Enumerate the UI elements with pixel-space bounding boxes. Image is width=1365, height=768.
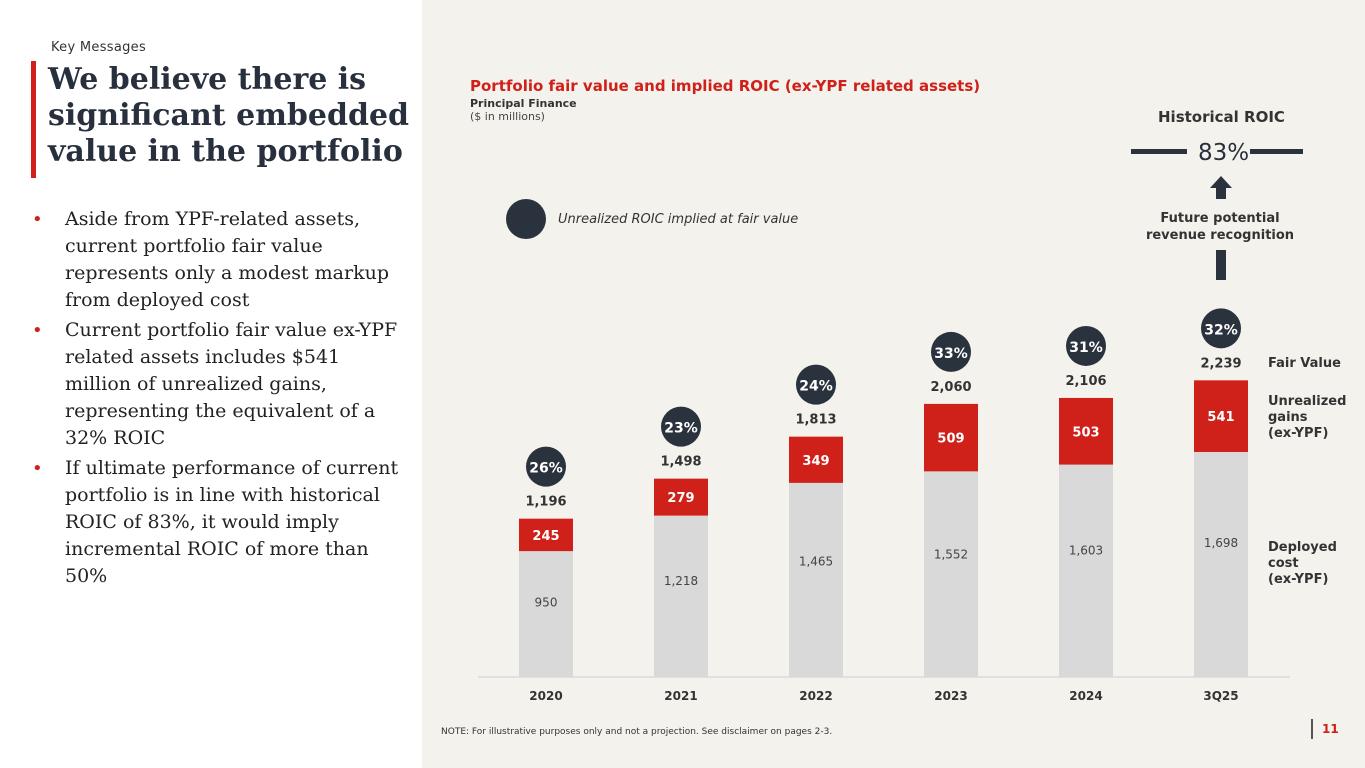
roic-circle — [796, 364, 836, 405]
chart-subtitle: Principal Finance — [470, 97, 577, 110]
bar-deployed-cost — [924, 471, 978, 677]
x-tick-label: 2024 — [1069, 689, 1102, 703]
bar-deployed-cost — [519, 551, 573, 677]
footnote: NOTE: For illustrative purposes only and… — [441, 727, 833, 737]
unrealized-gains-data-label: 509 — [937, 432, 964, 447]
bar-unrealized-gains — [789, 436, 843, 483]
bullet-marker: • — [32, 209, 43, 230]
fair-value-total-label: 1,813 — [795, 413, 836, 428]
page-number: 11 — [1322, 722, 1339, 736]
future-label-line: Future potential — [1160, 211, 1280, 226]
deployed-cost-data-label: 950 — [535, 595, 558, 609]
bullet-marker: • — [32, 458, 43, 479]
deployed-cost-data-label: 1,603 — [1069, 544, 1103, 558]
section-label: Key Messages — [51, 40, 147, 55]
page-number-divider — [1311, 719, 1313, 739]
bullet-item: • Aside from YPF-related assets, current … — [32, 206, 412, 314]
page-title: We believe there is significant embedded… — [48, 62, 410, 169]
fair-value-total-label: 1,498 — [660, 455, 701, 470]
bullet-item: • If ultimate performance of current port… — [32, 455, 412, 590]
roic-label: 32% — [1204, 322, 1238, 338]
fair-value-total-label: 2,060 — [930, 380, 971, 395]
left-panel — [0, 0, 422, 768]
legend-roic-text: Unrealized ROIC implied at fair value — [558, 212, 799, 227]
roic-circle — [661, 406, 701, 447]
x-tick-label: 3Q25 — [1203, 689, 1238, 703]
bar-deployed-cost — [654, 515, 708, 677]
bullet-text: If ultimate performance of current portf… — [65, 457, 399, 587]
fair-value-total-label: 1,196 — [525, 495, 566, 510]
roic-circle — [526, 446, 566, 487]
historical-roic-label: Historical ROIC — [1158, 108, 1285, 126]
deployed-cost-label: Deployed cost (ex-YPF) — [1268, 540, 1337, 588]
legend-roic-circle — [506, 199, 546, 239]
bullet-text: Current portfolio fair value ex-YPF rela… — [65, 319, 398, 449]
unrealized-gains-data-label: 541 — [1207, 410, 1234, 425]
deployed-cost-data-label: 1,698 — [1204, 536, 1238, 550]
side-label-line: cost — [1268, 556, 1299, 571]
side-label-line: gains — [1268, 410, 1308, 425]
roic-circle — [931, 331, 971, 372]
future-label-line: revenue recognition — [1145, 228, 1295, 243]
fair-value-total-label: 2,106 — [1065, 374, 1106, 389]
chart-title: Portfolio fair value and implied ROIC (e… — [470, 77, 981, 95]
bar-unrealized-gains — [1194, 380, 1248, 453]
side-label-line: (ex-YPF) — [1268, 572, 1329, 587]
unrealized-gains-data-label: 245 — [532, 529, 559, 544]
bar-deployed-cost — [789, 482, 843, 677]
side-label-line: (ex-YPF) — [1268, 426, 1329, 441]
x-tick-label: 2021 — [664, 689, 697, 703]
deployed-cost-data-label: 1,465 — [799, 555, 833, 569]
roic-label: 31% — [1069, 340, 1103, 356]
historical-line-right — [1250, 149, 1303, 154]
roic-circle — [1201, 308, 1241, 349]
unrealized-gains-data-label: 349 — [802, 454, 829, 469]
side-label-line: Deployed — [1268, 540, 1337, 555]
roic-label: 33% — [934, 346, 968, 362]
key-messages-list: • Aside from YPF-related assets, current … — [32, 206, 412, 593]
fair-value-label: Fair Value — [1268, 356, 1341, 371]
chart-units: ($ in millions) — [470, 110, 545, 123]
historical-roic-value: 83% — [1198, 140, 1250, 166]
historical-line-left — [1131, 149, 1187, 154]
title-accent-bar — [31, 61, 36, 178]
deployed-cost-data-label: 1,552 — [934, 548, 968, 562]
x-tick-label: 2022 — [799, 689, 832, 703]
up-arrow-icon — [1210, 176, 1232, 199]
bar-unrealized-gains — [924, 403, 978, 472]
bullet-marker: • — [32, 320, 43, 341]
roic-label: 24% — [799, 379, 833, 395]
bullet-text: Aside from YPF-related assets, current p… — [65, 208, 389, 311]
future-revenue-label: Future potential revenue recognition — [1140, 210, 1300, 244]
fair-value-total-label: 2,239 — [1200, 356, 1241, 371]
connector-bar — [1216, 250, 1226, 280]
unrealized-gains-data-label: 503 — [1072, 425, 1099, 440]
bar-unrealized-gains — [519, 518, 573, 552]
bar-deployed-cost — [1194, 452, 1248, 677]
bullet-item: • Current portfolio fair value ex-YPF rel… — [32, 317, 412, 452]
x-tick-label: 2020 — [529, 689, 562, 703]
roic-label: 23% — [664, 421, 698, 437]
bar-deployed-cost — [1059, 464, 1113, 677]
deployed-cost-data-label: 1,218 — [664, 574, 698, 588]
side-label-line: Unrealized — [1268, 394, 1347, 409]
bar-unrealized-gains — [1059, 397, 1113, 465]
unrealized-gains-label: Unrealized gains (ex-YPF) — [1268, 394, 1346, 442]
bar-unrealized-gains — [654, 478, 708, 516]
unrealized-gains-data-label: 279 — [667, 491, 694, 506]
x-tick-label: 2023 — [934, 689, 967, 703]
roic-circle — [1066, 325, 1106, 366]
roic-label: 26% — [529, 461, 563, 477]
